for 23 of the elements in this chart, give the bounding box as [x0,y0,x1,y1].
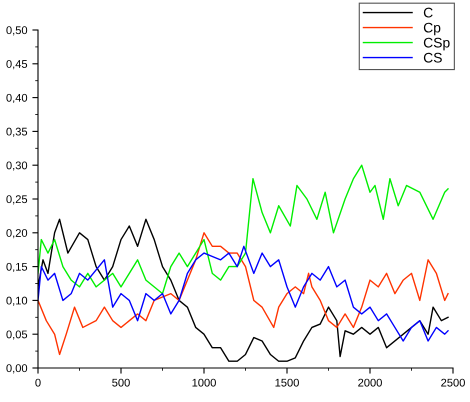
y-tick-label: 0,10 [6,296,28,306]
y-tick-label: 0,50 [6,26,28,36]
y-tick-label: 0,40 [6,94,28,104]
y-tick-label: 0,45 [6,60,28,70]
x-tick-label: 0 [35,378,41,387]
y-tick-label: 0,05 [6,330,28,340]
x-tick-label: 2500 [441,378,465,387]
legend-label: C [424,8,433,18]
legend-label: Cp [424,22,440,36]
y-tick-label: 0,20 [6,229,28,238]
x-tick-label: 2000 [358,378,382,387]
x-tick-label: 500 [112,378,130,387]
line-series [38,246,449,342]
y-tick-label: 0,00 [6,364,28,374]
y-tick-label: 0,35 [6,128,28,137]
x-tick-label: 1000 [192,378,216,387]
y-tick-label: 0,25 [6,195,28,204]
y-tick-label: 0,15 [6,262,28,272]
y-tick-label: 0,30 [6,161,28,171]
x-tick-label: 1500 [275,378,299,387]
legend-label: CSp [424,38,450,50]
legend-label: CS [424,52,442,63]
line-series [38,164,449,294]
